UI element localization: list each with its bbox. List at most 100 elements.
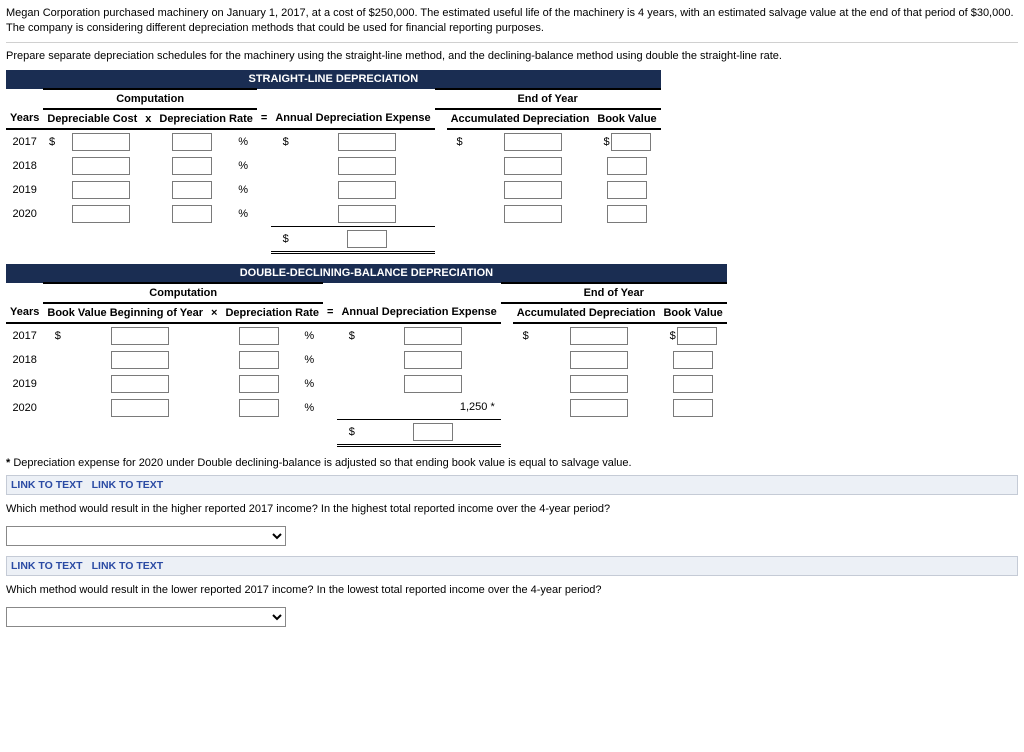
percent-sign: %	[296, 372, 323, 396]
sl-accdep-input[interactable]	[504, 181, 562, 199]
sl-total-row: $	[6, 226, 661, 252]
sl-rate-input[interactable]	[172, 157, 212, 175]
sl-annexp-input[interactable]	[338, 205, 396, 223]
ddb-bvbeg-input[interactable]	[111, 399, 169, 417]
ddb-col-bvbeg: Book Value Beginning of Year	[43, 303, 207, 323]
footnote-text: Depreciation expense for 2020 under Doub…	[13, 457, 631, 469]
sl-col-rate: Depreciation Rate	[155, 109, 257, 129]
ddb-title: DOUBLE-DECLINING-BALANCE DEPRECIATION	[6, 264, 727, 283]
ddb-row-2019: 2019 %	[6, 372, 727, 396]
sl-depcost-input[interactable]	[72, 157, 130, 175]
ddb-total-row: $	[6, 420, 727, 446]
problem-paragraph-1: Megan Corporation purchased machinery on…	[6, 6, 1018, 36]
sl-annexp-input[interactable]	[338, 157, 396, 175]
percent-sign: %	[229, 129, 256, 154]
sl-year: 2019	[6, 178, 43, 202]
ddb-bv-input[interactable]	[677, 327, 717, 345]
sl-bv-input[interactable]	[607, 205, 647, 223]
ddb-computation-header: Computation	[43, 283, 323, 303]
ddb-col-x: ×	[207, 303, 221, 323]
footnote: * Depreciation expense for 2020 under Do…	[6, 457, 1018, 469]
ddb-accdep-input[interactable]	[570, 375, 628, 393]
link-to-text-1[interactable]: LINK TO TEXT	[11, 560, 83, 572]
ddb-bv-input[interactable]	[673, 399, 713, 417]
sl-annexp-input[interactable]	[338, 133, 396, 151]
sl-bv-input[interactable]	[607, 157, 647, 175]
sl-row-2018: 2018 %	[6, 154, 661, 178]
sl-year: 2020	[6, 202, 43, 227]
ddb-row-2020: 2020 % 1,250 *	[6, 396, 727, 420]
dollar-sign: $	[271, 226, 300, 252]
ddb-bv-input[interactable]	[673, 351, 713, 369]
ddb-rate-input[interactable]	[239, 375, 279, 393]
ddb-year: 2019	[6, 372, 43, 396]
sl-annexp-input[interactable]	[338, 181, 396, 199]
sl-depcost-input[interactable]	[72, 205, 130, 223]
link-to-text-1[interactable]: LINK TO TEXT	[11, 479, 83, 491]
sl-accdep-input[interactable]	[504, 157, 562, 175]
ddb-rate-input[interactable]	[239, 351, 279, 369]
sl-total-input[interactable]	[347, 230, 387, 248]
ddb-total-input[interactable]	[413, 423, 453, 441]
ddb-bvbeg-input[interactable]	[111, 375, 169, 393]
sl-accdep-input[interactable]	[504, 205, 562, 223]
sl-rate-input[interactable]	[172, 205, 212, 223]
star-icon: *	[6, 457, 10, 469]
ddb-bvbeg-input[interactable]	[111, 327, 169, 345]
ddb-accdep-input[interactable]	[570, 399, 628, 417]
percent-sign: %	[229, 154, 256, 178]
dollar-sign: $	[43, 129, 60, 154]
sl-col-depcost: Depreciable Cost	[43, 109, 141, 129]
link-to-text-2[interactable]: LINK TO TEXT	[92, 560, 164, 572]
ddb-2020-fixed: 1,250	[460, 401, 488, 413]
link-to-text-2[interactable]: LINK TO TEXT	[92, 479, 164, 491]
sl-row-2020: 2020 %	[6, 202, 661, 227]
sl-depcost-input[interactable]	[72, 181, 130, 199]
ddb-row-2017: 2017 $ % $ $ $	[6, 323, 727, 348]
sl-bv-input[interactable]	[607, 181, 647, 199]
link-bar-2: LINK TO TEXT LINK TO TEXT	[6, 556, 1018, 576]
ddb-bv-input[interactable]	[673, 375, 713, 393]
ddb-col-bv: Book Value	[659, 303, 726, 323]
sl-col-accdep: Accumulated Depreciation	[447, 109, 594, 129]
answer-select-1[interactable]	[6, 526, 286, 546]
ddb-rate-input[interactable]	[239, 327, 279, 345]
ddb-accdep-input[interactable]	[570, 327, 628, 345]
sl-rate-input[interactable]	[172, 133, 212, 151]
divider	[6, 42, 1018, 43]
question-1: Which method would result in the higher …	[6, 503, 1018, 515]
ddb-col-years: Years	[6, 303, 43, 323]
ddb-row-2018: 2018 %	[6, 348, 727, 372]
sl-computation-header: Computation	[43, 89, 257, 109]
sl-accdep-input[interactable]	[504, 133, 562, 151]
ddb-accdep-input[interactable]	[570, 351, 628, 369]
ddb-table: DOUBLE-DECLINING-BALANCE DEPRECIATION Co…	[6, 264, 727, 448]
percent-sign: %	[229, 178, 256, 202]
ddb-year: 2018	[6, 348, 43, 372]
sl-col-years: Years	[6, 109, 43, 129]
ddb-annexp-input[interactable]	[404, 351, 462, 369]
dollar-sign: $	[447, 129, 473, 154]
ddb-bvbeg-input[interactable]	[111, 351, 169, 369]
ddb-col-accdep: Accumulated Depreciation	[513, 303, 660, 323]
answer-select-2[interactable]	[6, 607, 286, 627]
ddb-year: 2020	[6, 396, 43, 420]
sl-depcost-input[interactable]	[72, 133, 130, 151]
dollar-sign: $	[271, 129, 300, 154]
ddb-endofyear-header: End of Year	[501, 283, 727, 303]
dollar-sign: $	[43, 323, 72, 348]
link-bar-1: LINK TO TEXT LINK TO TEXT	[6, 475, 1018, 495]
sl-bv-input[interactable]	[611, 133, 651, 151]
ddb-annexp-input[interactable]	[404, 375, 462, 393]
percent-sign: %	[296, 396, 323, 420]
sl-rate-input[interactable]	[172, 181, 212, 199]
ddb-col-annexp: Annual Depreciation Expense	[337, 303, 500, 323]
percent-sign: %	[296, 323, 323, 348]
dollar-sign: $	[337, 323, 366, 348]
percent-sign: %	[296, 348, 323, 372]
sl-title: STRAIGHT-LINE DEPRECIATION	[6, 70, 661, 89]
ddb-annexp-input[interactable]	[404, 327, 462, 345]
ddb-col-eq: =	[323, 303, 337, 323]
ddb-rate-input[interactable]	[239, 399, 279, 417]
sl-col-x: x	[141, 109, 155, 129]
